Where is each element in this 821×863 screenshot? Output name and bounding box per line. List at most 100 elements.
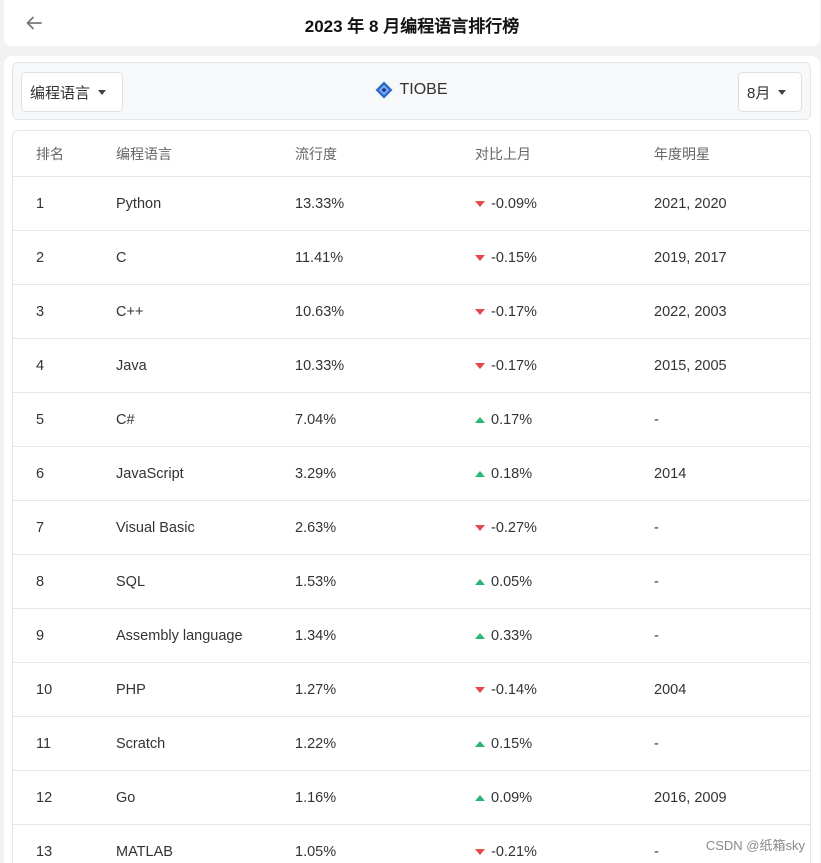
- triangle-down-icon: [475, 200, 485, 207]
- popularity-cell: 1.53%: [295, 573, 337, 590]
- popularity-cell: 1.16%: [295, 789, 337, 806]
- source-label: TIOBE: [13, 81, 810, 99]
- table-row: 12 Go 1.16% 0.09% 2016, 2009: [13, 771, 810, 825]
- tiobe-logo-icon: [375, 81, 393, 99]
- change-cell: 0.09%: [475, 771, 532, 824]
- table-body: 1 Python 13.33% -0.09% 2021, 2020 2 C 11.41% -0.…: [13, 177, 810, 863]
- page-title: 2023 年 8 月编程语言排行榜: [304, 17, 520, 36]
- top-bar: 2023 年 8 月编程语言排行榜: [4, 0, 820, 46]
- triangle-down-icon: [475, 524, 485, 531]
- star-year-cell: -: [654, 627, 659, 644]
- table-row: 10 PHP 1.27% -0.14% 2004: [13, 663, 810, 717]
- ranking-table: 排名 编程语言 流行度 对比上月 年度明星 1 Python 13.33% -0.09…: [12, 130, 811, 863]
- language-cell: C#: [116, 411, 135, 428]
- language-cell: MATLAB: [116, 843, 173, 860]
- column-header-popularity: 流行度: [295, 145, 337, 162]
- filter-bar: 编程语言 TIOBE 8月: [12, 62, 811, 120]
- table-row: 1 Python 13.33% -0.09% 2021, 2020: [13, 177, 810, 231]
- rank-cell: 11: [36, 735, 52, 752]
- triangle-up-icon: [475, 740, 485, 747]
- change-cell: -0.15%: [475, 231, 537, 284]
- star-year-cell: -: [654, 411, 659, 428]
- change-value: -0.15%: [491, 249, 537, 266]
- language-dropdown[interactable]: 编程语言: [21, 72, 123, 112]
- star-year-cell: 2014: [654, 465, 687, 482]
- table-row: 8 SQL 1.53% 0.05% -: [13, 555, 810, 609]
- star-year-cell: -: [654, 573, 659, 590]
- change-cell: -0.27%: [475, 501, 537, 554]
- table-row: 9 Assembly language 1.34% 0.33% -: [13, 609, 810, 663]
- star-year-cell: 2021, 2020: [654, 195, 727, 212]
- ranking-card: 编程语言 TIOBE 8月 排名 编程语言 流行度 对比上月 年度明星 1 Pyt…: [4, 56, 820, 863]
- change-cell: 0.17%: [475, 393, 532, 446]
- triangle-up-icon: [475, 794, 485, 801]
- popularity-cell: 3.29%: [295, 465, 337, 482]
- rank-cell: 13: [36, 843, 53, 860]
- star-year-cell: 2019, 2017: [654, 249, 727, 266]
- change-cell: -0.17%: [475, 285, 537, 338]
- popularity-cell: 1.34%: [295, 627, 337, 644]
- change-value: 0.15%: [491, 735, 533, 752]
- language-cell: C++: [116, 303, 144, 320]
- watermark: CSDN @纸箱sky: [705, 838, 805, 853]
- language-cell: JavaScript: [116, 465, 184, 482]
- change-value: 0.09%: [491, 789, 533, 806]
- month-dropdown[interactable]: 8月: [738, 72, 802, 112]
- change-value: -0.09%: [491, 195, 537, 212]
- caret-down-icon: [98, 89, 107, 95]
- change-value: 0.18%: [491, 465, 533, 482]
- star-year-cell: -: [654, 735, 659, 752]
- table-row: 11 Scratch 1.22% 0.15% -: [13, 717, 810, 771]
- change-cell: -0.09%: [475, 177, 537, 230]
- triangle-down-icon: [475, 308, 485, 315]
- change-cell: 0.05%: [475, 555, 532, 608]
- change-cell: 0.18%: [475, 447, 532, 500]
- rank-cell: 7: [36, 519, 45, 536]
- language-cell: PHP: [116, 681, 146, 698]
- table-row: 7 Visual Basic 2.63% -0.27% -: [13, 501, 810, 555]
- triangle-up-icon: [475, 632, 485, 639]
- language-cell: SQL: [116, 573, 146, 590]
- popularity-cell: 13.33%: [295, 195, 345, 212]
- rank-cell: 3: [36, 303, 45, 320]
- change-value: 0.17%: [491, 411, 533, 428]
- rank-cell: 8: [36, 573, 45, 590]
- change-value: -0.17%: [491, 357, 537, 374]
- popularity-cell: 1.27%: [295, 681, 337, 698]
- change-value: -0.27%: [491, 519, 537, 536]
- change-cell: 0.15%: [475, 717, 532, 770]
- language-cell: C: [116, 249, 127, 266]
- star-year-cell: 2015, 2005: [654, 357, 727, 374]
- table-row: 13 MATLAB 1.05% -0.21% -: [13, 825, 810, 863]
- change-cell: -0.14%: [475, 663, 537, 716]
- column-header-star-year: 年度明星: [654, 145, 710, 162]
- popularity-cell: 10.33%: [295, 357, 345, 374]
- rank-cell: 9: [36, 627, 45, 644]
- change-value: -0.17%: [491, 303, 537, 320]
- rank-cell: 12: [36, 789, 53, 806]
- star-year-cell: 2022, 2003: [654, 303, 727, 320]
- triangle-down-icon: [475, 254, 485, 261]
- popularity-cell: 1.22%: [295, 735, 337, 752]
- caret-down-icon: [778, 89, 787, 95]
- star-year-cell: 2004: [654, 681, 687, 698]
- table-row: 3 C++ 10.63% -0.17% 2022, 2003: [13, 285, 810, 339]
- rank-cell: 6: [36, 465, 45, 482]
- column-header-rank: 排名: [36, 145, 64, 162]
- change-value: 0.33%: [491, 627, 533, 644]
- language-cell: Assembly language: [116, 627, 243, 644]
- language-cell: Python: [116, 195, 162, 212]
- rank-cell: 2: [36, 249, 45, 266]
- language-cell: Go: [116, 789, 136, 806]
- table-header: 排名 编程语言 流行度 对比上月 年度明星: [13, 131, 810, 177]
- rank-cell: 4: [36, 357, 45, 374]
- popularity-cell: 1.05%: [295, 843, 337, 860]
- change-cell: 0.33%: [475, 609, 532, 662]
- popularity-cell: 2.63%: [295, 519, 337, 536]
- back-button[interactable]: [22, 11, 46, 35]
- language-cell: Scratch: [116, 735, 166, 752]
- rank-cell: 1: [36, 195, 45, 212]
- column-header-language: 编程语言: [116, 145, 172, 162]
- table-row: 4 Java 10.33% -0.17% 2015, 2005: [13, 339, 810, 393]
- month-dropdown-label: 8月: [747, 84, 771, 102]
